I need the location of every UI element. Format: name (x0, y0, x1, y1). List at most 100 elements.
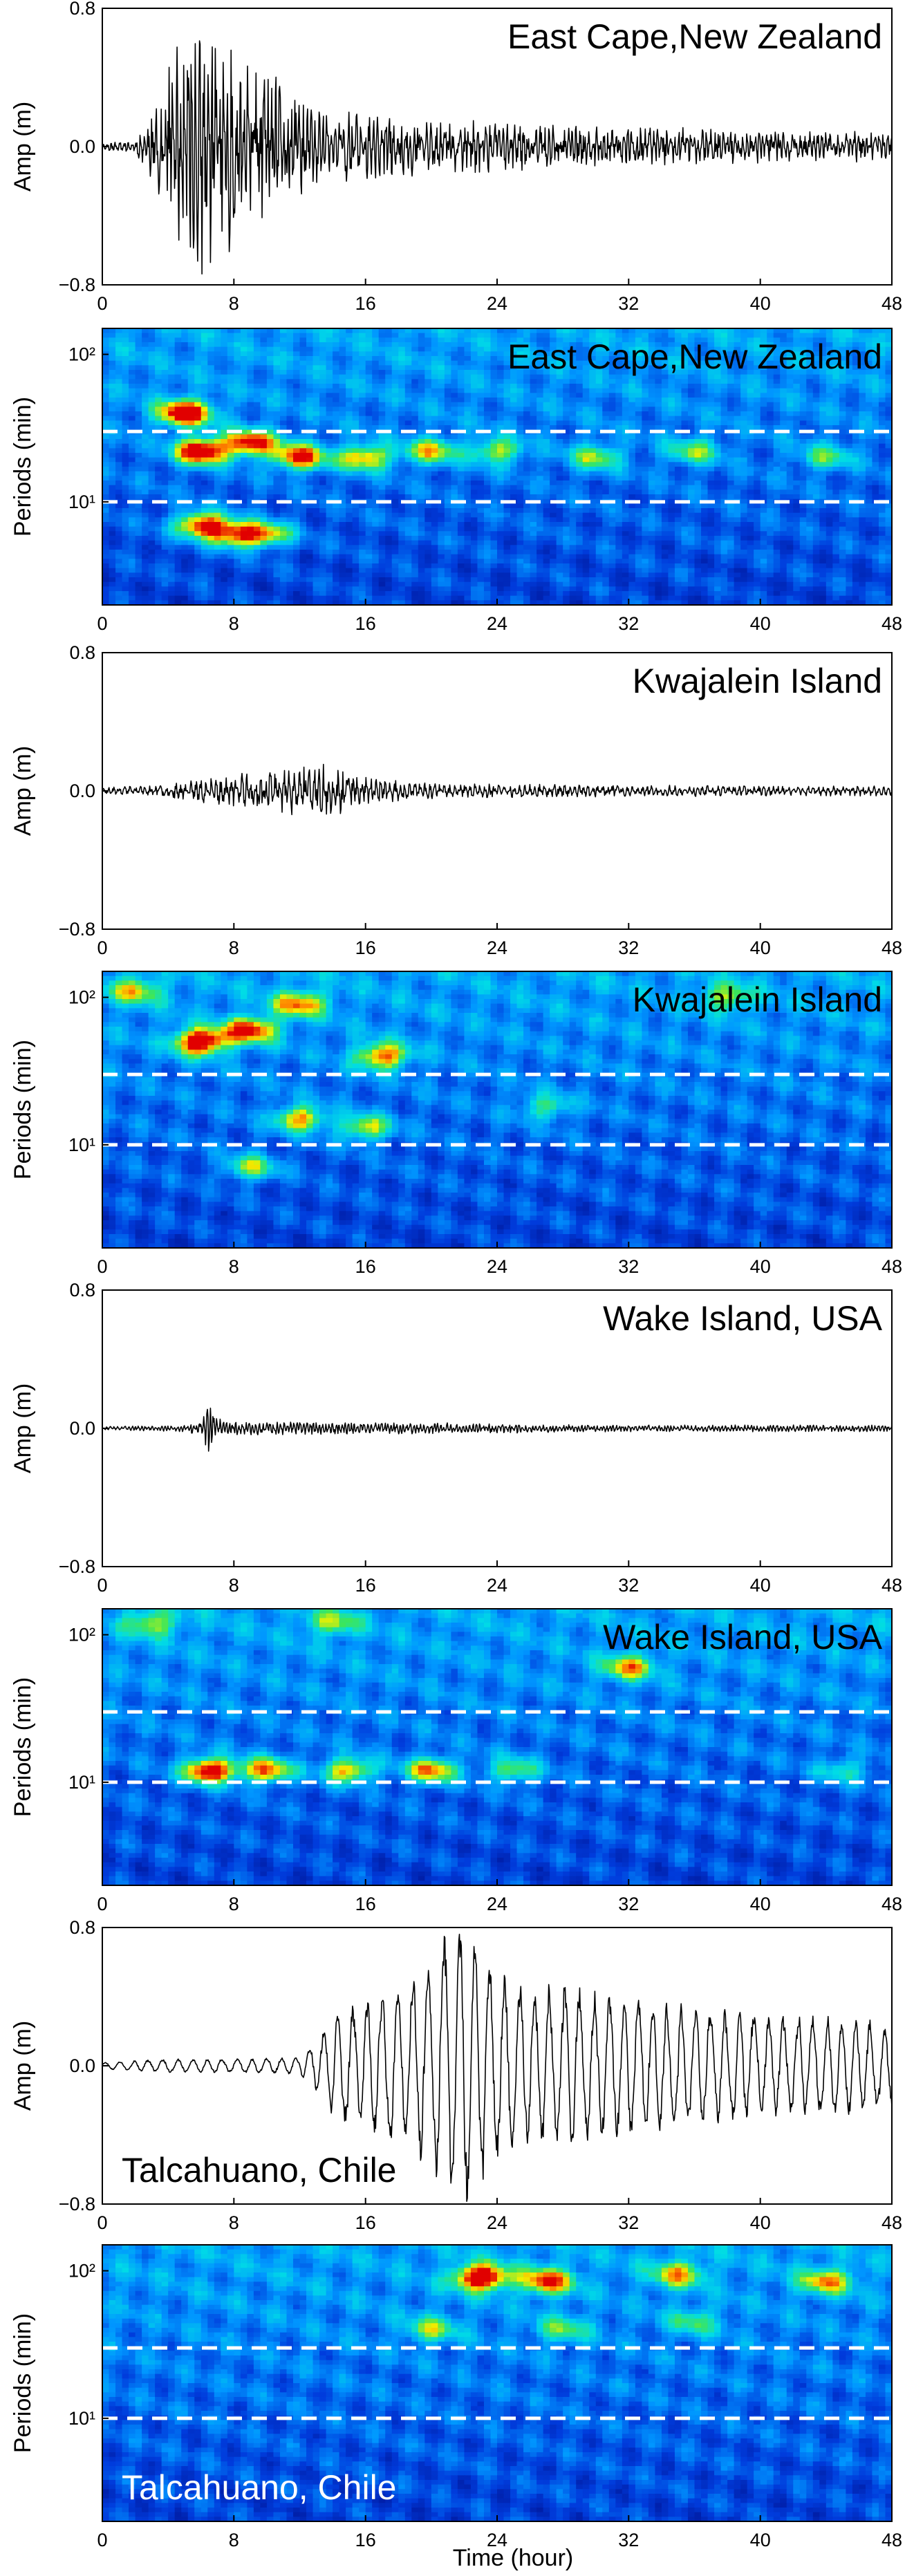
x-tick-label: 40 (750, 293, 771, 314)
y-axis-label: Amp (m) (10, 746, 36, 836)
x-tick-label: 16 (355, 1575, 376, 1596)
x-tick-label: 8 (229, 613, 239, 634)
x-tick-label: 24 (487, 937, 507, 958)
x-tick-label: 16 (355, 937, 376, 958)
x-tick-label: 48 (881, 937, 902, 958)
x-tick-label: 24 (487, 2530, 507, 2550)
y-axis-label: Periods (min) (10, 2313, 36, 2453)
x-tick-label: 48 (881, 613, 902, 634)
y-tick-label: −0.8 (59, 919, 95, 940)
waveform-trace (102, 40, 893, 275)
y-tick-label: 0.0 (69, 1418, 95, 1439)
x-tick-label: 0 (97, 2212, 107, 2233)
x-tick-label: 8 (229, 1575, 239, 1596)
y-tick-label: 10¹ (68, 2408, 95, 2429)
station-label: Wake Island, USA (603, 1618, 883, 1656)
x-tick-label: 8 (229, 293, 239, 314)
x-tick-label: 32 (618, 2212, 639, 2233)
y-axis-label: Amp (m) (10, 102, 36, 192)
y-tick-label: 10¹ (68, 1135, 95, 1155)
x-tick-label: 16 (355, 293, 376, 314)
x-tick-label: 24 (487, 1256, 507, 1277)
y-tick-label: 10² (68, 2261, 95, 2281)
x-tick-label: 32 (618, 1575, 639, 1596)
y-tick-label: 10² (68, 987, 95, 1008)
x-tick-label: 0 (97, 293, 107, 314)
x-tick-label: 24 (487, 293, 507, 314)
wavelet-spectrum (102, 1609, 892, 1885)
station-label: East Cape,New Zealand (507, 17, 882, 56)
y-tick-label: 0.8 (69, 1917, 95, 1938)
x-tick-label: 48 (881, 1575, 902, 1596)
x-tick-label: 40 (750, 613, 771, 634)
x-axis-label: Time (hour) (453, 2545, 573, 2571)
y-axis-label: Periods (min) (10, 1040, 36, 1179)
x-tick-label: 40 (750, 1894, 771, 1914)
wavelet-spectrum (102, 2245, 892, 2521)
x-tick-label: 0 (97, 1256, 107, 1277)
x-tick-label: 16 (355, 613, 376, 634)
x-tick-label: 0 (97, 1894, 107, 1914)
x-tick-label: 16 (355, 1256, 376, 1277)
y-tick-label: 10² (68, 344, 95, 365)
x-tick-label: 32 (618, 1256, 639, 1277)
x-tick-label: 48 (881, 1894, 902, 1914)
y-tick-label: 10² (68, 1625, 95, 1645)
y-tick-label: 0.0 (69, 136, 95, 157)
y-axis-label: Periods (min) (10, 1677, 36, 1817)
x-tick-label: 40 (750, 937, 771, 958)
x-tick-label: 40 (750, 2212, 771, 2233)
x-tick-label: 8 (229, 1894, 239, 1914)
station-label: Kwajalein Island (633, 662, 882, 700)
y-tick-label: −0.8 (59, 2194, 95, 2214)
x-tick-label: 0 (97, 2530, 107, 2550)
y-tick-label: −0.8 (59, 1556, 95, 1577)
x-tick-label: 8 (229, 2212, 239, 2233)
waveform-trace (102, 763, 893, 816)
x-tick-label: 8 (229, 2530, 239, 2550)
x-tick-label: 32 (618, 937, 639, 958)
x-tick-label: 8 (229, 937, 239, 958)
x-tick-label: 32 (618, 613, 639, 634)
y-tick-label: 0.8 (69, 0, 95, 19)
x-tick-label: 8 (229, 1256, 239, 1277)
y-axis-label: Amp (m) (10, 2021, 36, 2111)
x-tick-label: 48 (881, 2530, 902, 2550)
y-tick-label: −0.8 (59, 274, 95, 295)
wavelet-spectrum (102, 328, 892, 605)
station-label: East Cape,New Zealand (507, 337, 882, 376)
x-tick-label: 24 (487, 2212, 507, 2233)
y-axis-label: Periods (min) (10, 397, 36, 536)
wavelet-spectrum (102, 971, 892, 1248)
x-tick-label: 48 (881, 1256, 902, 1277)
station-label: Kwajalein Island (633, 980, 882, 1019)
x-tick-label: 16 (355, 2530, 376, 2550)
x-tick-label: 48 (881, 293, 902, 314)
station-label: Talcahuano, Chile (122, 2151, 397, 2190)
x-tick-label: 32 (618, 2530, 639, 2550)
x-tick-label: 0 (97, 613, 107, 634)
x-tick-label: 32 (618, 1894, 639, 1914)
station-label: Talcahuano, Chile (122, 2468, 397, 2507)
x-tick-label: 40 (750, 2530, 771, 2550)
x-tick-label: 40 (750, 1575, 771, 1596)
y-tick-label: 0.8 (69, 642, 95, 663)
y-tick-label: 10¹ (68, 1772, 95, 1793)
x-tick-label: 24 (487, 613, 507, 634)
x-tick-label: 24 (487, 1894, 507, 1914)
x-tick-label: 0 (97, 1575, 107, 1596)
x-tick-label: 16 (355, 1894, 376, 1914)
y-tick-label: 10¹ (68, 492, 95, 512)
station-label: Wake Island, USA (603, 1299, 883, 1338)
x-tick-label: 48 (881, 2212, 902, 2233)
y-axis-label: Amp (m) (10, 1383, 36, 1473)
x-tick-label: 0 (97, 937, 107, 958)
y-tick-label: 0.0 (69, 2055, 95, 2076)
waveform-trace (102, 1934, 893, 2202)
x-tick-label: 24 (487, 1575, 507, 1596)
y-tick-label: 0.8 (69, 1280, 95, 1300)
x-tick-label: 40 (750, 1256, 771, 1277)
x-tick-label: 16 (355, 2212, 376, 2233)
